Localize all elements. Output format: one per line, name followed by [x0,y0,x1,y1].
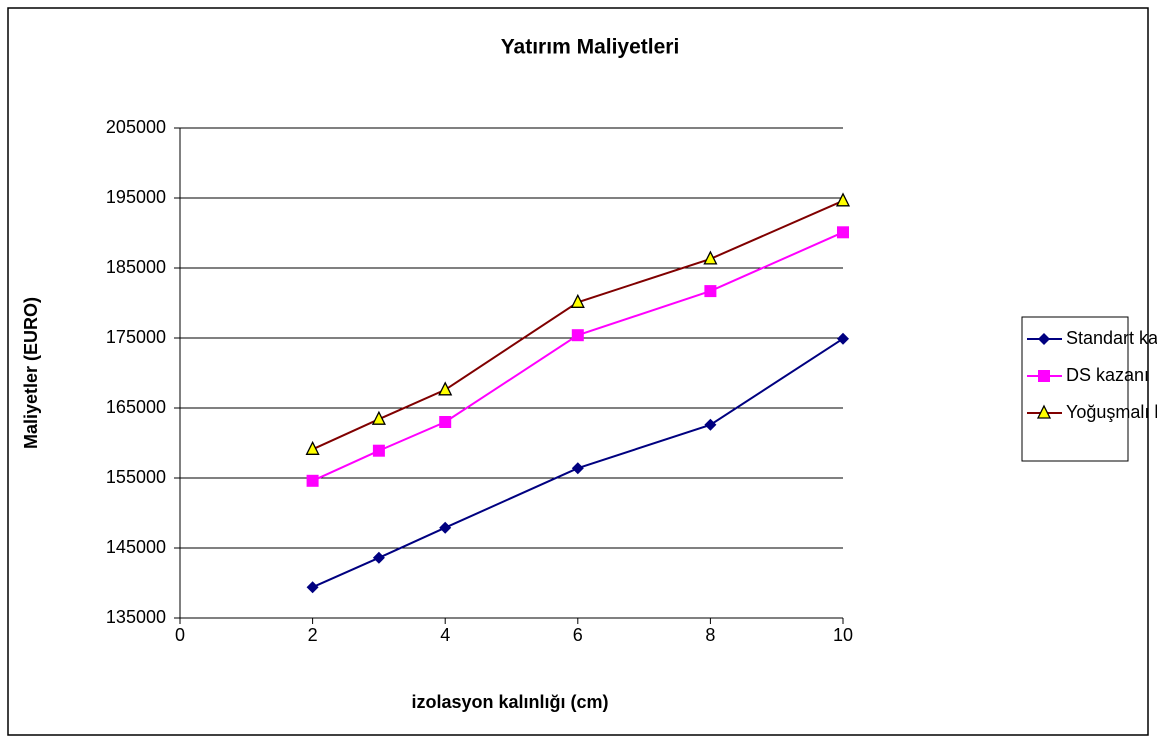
legend-marker [1038,333,1050,345]
chart-title: Yatırım Maliyetleri [501,36,680,59]
marker [306,581,319,594]
marker [372,444,385,457]
legend-label: Standart kazan [1066,328,1157,348]
series-line [312,199,844,451]
y-tick-label: 165000 [106,397,166,417]
marker [306,474,319,487]
x-tick-label: 10 [833,625,853,645]
marker [837,332,849,345]
y-tick-label: 185000 [106,257,166,277]
legend-marker [1036,404,1052,419]
marker [305,440,320,455]
x-tick-label: 2 [308,625,318,645]
series-line [312,231,844,482]
marker [704,418,717,431]
marker [835,192,851,207]
marker [371,410,386,425]
marker [704,285,717,298]
marker [703,250,718,265]
marker [837,226,849,239]
x-tick-label: 8 [705,625,715,645]
y-tick-label: 175000 [106,327,166,347]
x-tick-label: 0 [175,625,185,645]
y-axis-label: Maliyetler (EURO) [21,297,41,449]
marker [439,521,452,534]
marker [439,416,452,428]
y-tick-label: 135000 [106,607,166,627]
y-tick-label: 155000 [106,467,166,487]
x-tick-label: 6 [573,625,583,645]
y-tick-label: 145000 [106,537,166,557]
legend-marker [1038,370,1050,382]
marker [372,551,385,564]
x-tick-label: 4 [440,625,450,645]
marker [570,293,585,308]
x-axis-label: izolasyon kalınlığı (cm) [411,692,608,712]
chart-border [7,7,1149,736]
legend-box [1021,316,1129,462]
marker [571,329,584,342]
legend-label: DS kazanı [1066,365,1149,385]
series-line [312,337,844,589]
marker [438,381,453,396]
y-tick-label: 205000 [106,117,166,137]
legend-label: Yoğuşmalı kazan [1066,402,1157,422]
y-tick-label: 195000 [106,187,166,207]
marker [571,462,584,475]
